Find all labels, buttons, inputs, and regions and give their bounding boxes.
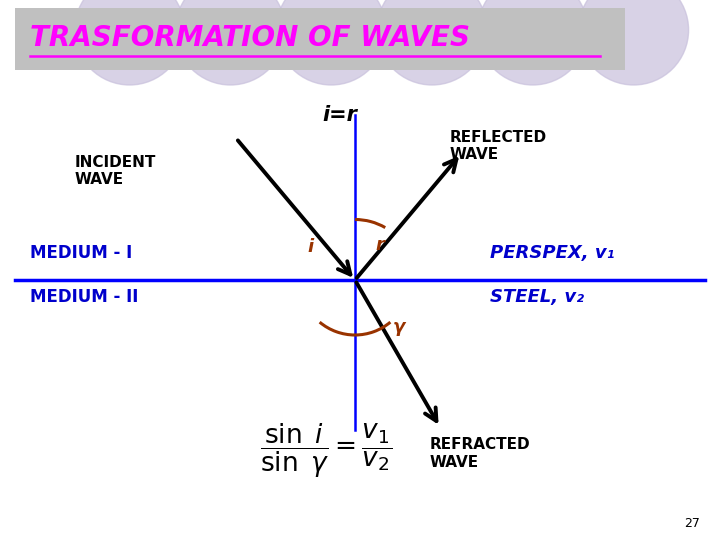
Circle shape [579,0,688,85]
Circle shape [377,0,487,85]
Circle shape [276,0,386,85]
Text: i=r: i=r [323,105,357,125]
Text: INCIDENT
WAVE: INCIDENT WAVE [75,155,156,187]
Circle shape [478,0,588,85]
Text: γ: γ [393,318,405,336]
Circle shape [176,0,285,85]
Text: STEEL, v₂: STEEL, v₂ [490,288,584,306]
Circle shape [75,0,184,85]
Bar [15,8,625,70]
Text: MEDIUM - II: MEDIUM - II [30,288,138,306]
Text: r: r [375,236,384,254]
Text: REFLECTED
WAVE: REFLECTED WAVE [450,130,547,163]
Text: PERSPEX, v₁: PERSPEX, v₁ [490,244,614,262]
Text: REFRACTED
WAVE: REFRACTED WAVE [430,437,531,470]
Text: i: i [307,238,313,256]
Text: TRASFORMATION OF WAVES: TRASFORMATION OF WAVES [30,24,470,52]
Text: $\dfrac{\sin\ i}{\sin\ \gamma} = \dfrac{v_1}{v_2}$: $\dfrac{\sin\ i}{\sin\ \gamma} = \dfrac{… [260,422,392,480]
Text: MEDIUM - I: MEDIUM - I [30,244,132,262]
Text: 27: 27 [684,517,700,530]
